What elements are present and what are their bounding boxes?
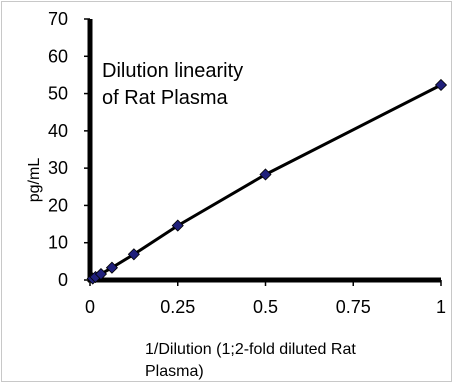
x-tick-label: 0.75 xyxy=(336,297,371,317)
y-tick-label: 20 xyxy=(48,195,68,215)
y-tick-label: 40 xyxy=(48,121,68,141)
x-axis-title-line-2: Plasma) xyxy=(145,363,204,380)
data-point-marker xyxy=(105,261,119,274)
x-tick-label: 1 xyxy=(436,297,446,317)
series-markers xyxy=(86,78,448,285)
y-axis-title: pg/mL xyxy=(26,158,43,203)
data-point-marker xyxy=(127,248,140,261)
chart-title-line-2: of Rat Plasma xyxy=(102,87,228,109)
y-tick-label: 50 xyxy=(48,84,68,104)
y-tick-label: 70 xyxy=(48,9,68,29)
y-tick-label: 60 xyxy=(48,46,68,66)
x-axis-ticks: 0 0.25 0.5 0.75 1 xyxy=(85,280,446,317)
x-tick-label: 0 xyxy=(85,297,95,317)
y-tick-label: 10 xyxy=(48,233,68,253)
y-axis-ticks: 0 10 20 30 40 50 60 70 xyxy=(48,9,90,290)
data-point-marker xyxy=(434,78,448,92)
data-point-marker xyxy=(171,219,184,232)
series-line xyxy=(91,83,442,280)
x-tick-label: 0.5 xyxy=(253,297,278,317)
x-axis-title-line-1: 1/Dilution (1;2-fold diluted Rat xyxy=(145,341,356,358)
y-tick-label: 30 xyxy=(48,158,68,178)
chart-title-line-1: Dilution linearity xyxy=(102,60,243,82)
x-tick-label: 0.25 xyxy=(160,297,195,317)
y-tick-label: 0 xyxy=(58,270,68,290)
data-point-marker xyxy=(94,267,108,281)
data-point-marker xyxy=(259,168,272,181)
